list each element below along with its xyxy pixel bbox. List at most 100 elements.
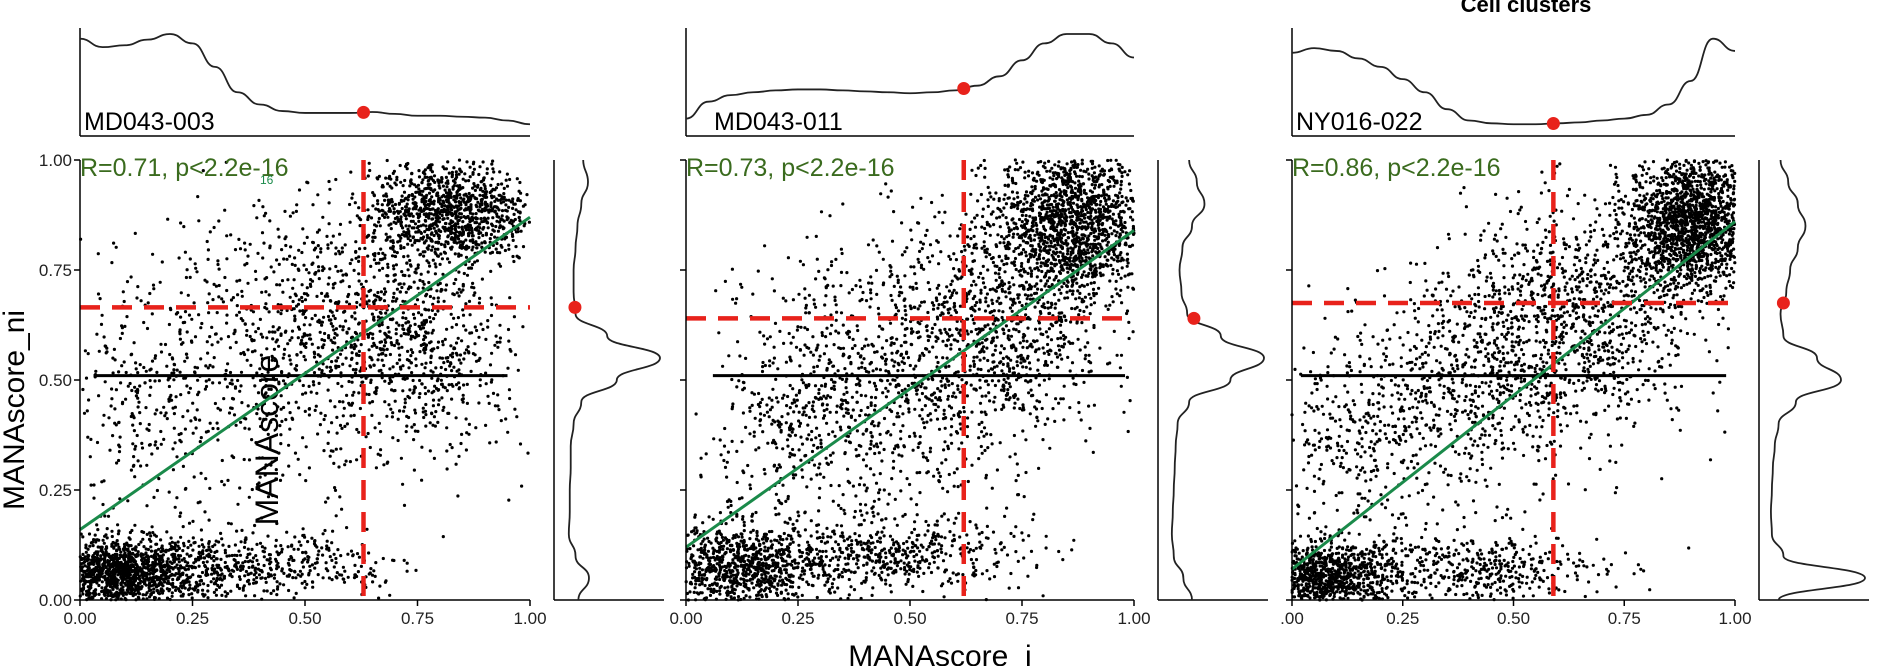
data-point — [288, 295, 292, 299]
data-point — [476, 225, 480, 229]
data-point — [288, 254, 292, 258]
data-point — [217, 295, 221, 299]
data-point — [208, 230, 212, 234]
data-point — [704, 596, 709, 600]
data-point — [377, 174, 381, 178]
data-point — [312, 248, 316, 252]
data-point — [414, 568, 418, 573]
data-point — [344, 273, 349, 277]
data-point — [217, 219, 221, 223]
data-point — [235, 553, 239, 558]
data-point — [459, 441, 463, 446]
data-point — [196, 378, 200, 382]
data-point — [175, 496, 179, 500]
data-point — [395, 361, 399, 365]
data-point — [464, 302, 468, 306]
data-point — [423, 168, 427, 172]
data-point — [298, 473, 302, 477]
data-point — [436, 194, 440, 198]
data-point — [508, 396, 512, 401]
data-point — [434, 366, 438, 370]
data-point — [502, 195, 506, 199]
data-point — [331, 529, 335, 533]
data-point — [404, 224, 408, 228]
data-point — [284, 235, 288, 239]
data-point — [311, 585, 315, 589]
data-point — [316, 255, 320, 259]
data-point — [216, 438, 220, 442]
data-point — [430, 177, 434, 181]
data-point — [442, 201, 446, 205]
data-point — [112, 241, 116, 245]
data-point — [148, 379, 152, 383]
data-point — [82, 570, 86, 574]
data-point — [306, 555, 310, 559]
data-point — [165, 560, 169, 564]
data-point — [417, 395, 421, 399]
data-point — [134, 571, 138, 575]
data-point — [159, 566, 163, 571]
data-point — [89, 575, 93, 579]
data-point — [279, 394, 283, 398]
data-point — [99, 554, 103, 558]
data-point — [140, 446, 145, 450]
data-point — [301, 558, 305, 562]
data-point — [448, 192, 452, 196]
data-point — [384, 353, 388, 357]
data-point — [230, 396, 235, 401]
data-point — [84, 550, 88, 554]
data-point — [185, 552, 189, 556]
data-point — [316, 353, 320, 357]
data-point — [383, 215, 387, 219]
data-point — [334, 556, 338, 561]
data-point — [155, 589, 159, 593]
data-point — [478, 165, 482, 169]
data-point — [225, 321, 229, 325]
data-point — [815, 530, 819, 534]
data-point — [815, 552, 820, 556]
data-point — [454, 200, 458, 204]
data-point — [464, 179, 468, 183]
data-point — [405, 376, 409, 380]
data-point — [202, 545, 206, 549]
data-point — [274, 557, 278, 561]
data-point — [408, 258, 412, 263]
data-point — [287, 563, 291, 567]
data-point — [423, 351, 427, 355]
data-point — [402, 255, 406, 259]
data-point — [422, 207, 426, 211]
data-point — [367, 551, 371, 555]
data-point — [413, 429, 417, 433]
data-point — [294, 400, 298, 404]
data-point — [399, 215, 403, 219]
data-point — [731, 558, 735, 562]
data-point — [264, 463, 268, 467]
data-point — [204, 477, 208, 481]
data-point — [88, 455, 92, 459]
data-point — [233, 543, 237, 547]
data-point — [329, 241, 333, 245]
data-point — [149, 385, 153, 389]
data-point — [254, 441, 258, 445]
data-point — [431, 222, 435, 226]
data-point — [490, 351, 494, 355]
data-point — [120, 590, 124, 594]
data-point — [327, 179, 331, 184]
data-point — [151, 564, 155, 568]
data-point — [274, 340, 278, 344]
data-point — [437, 179, 442, 183]
data-point — [100, 586, 104, 590]
data-point — [122, 299, 126, 304]
data-point — [258, 367, 262, 371]
data-point — [422, 254, 426, 258]
data-point — [507, 243, 511, 247]
data-point — [406, 349, 410, 353]
data-point — [115, 565, 119, 569]
data-point — [430, 231, 434, 235]
data-point — [457, 252, 461, 256]
data-point — [417, 175, 422, 179]
data-point — [149, 549, 154, 553]
data-point — [486, 216, 490, 220]
data-point — [287, 401, 291, 405]
data-point — [190, 596, 194, 600]
